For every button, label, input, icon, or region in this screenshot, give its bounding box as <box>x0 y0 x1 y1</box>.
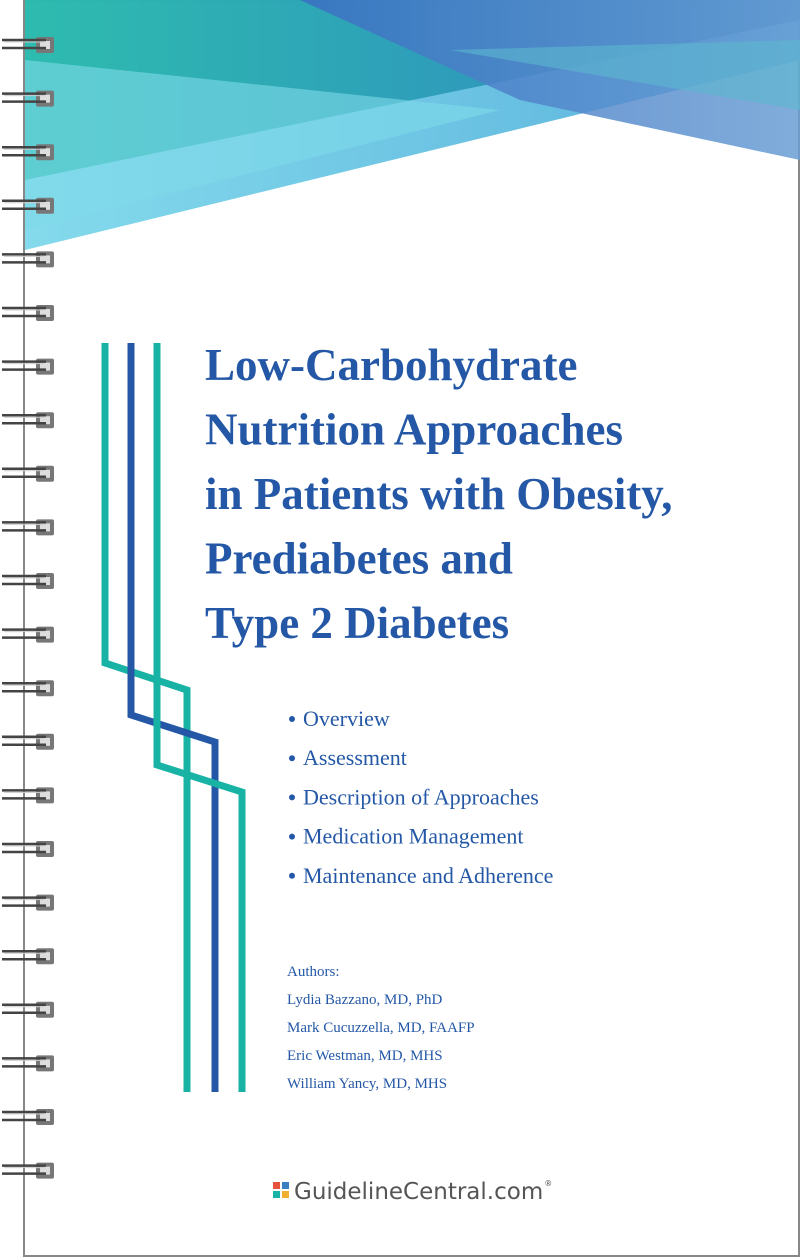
ring-hole-inner <box>40 1166 50 1175</box>
ring <box>2 92 46 103</box>
ring-hole-inner <box>40 416 50 425</box>
ring <box>2 842 46 854</box>
bullet <box>289 833 295 840</box>
topic: Maintenance and Adherence <box>303 863 553 888</box>
ring <box>2 574 46 586</box>
topic: Description of Approaches <box>303 784 539 809</box>
topic: Overview <box>303 706 390 731</box>
author: Mark Cucuzzella, MD, FAAFP <box>287 1020 475 1036</box>
title-line: Type 2 Diabetes <box>205 598 509 648</box>
ring-hole-inner <box>40 469 50 478</box>
ring <box>2 467 46 479</box>
ring <box>2 38 46 50</box>
ring-hole-inner <box>40 1059 50 1068</box>
ring <box>2 681 46 693</box>
author: Eric Westman, MD, MHS <box>287 1048 443 1064</box>
ring <box>2 1164 46 1175</box>
ring-hole-inner <box>40 737 50 746</box>
brand-logo: GuidelineCentral.com ® <box>273 1179 552 1205</box>
ring-hole-inner <box>40 684 50 693</box>
ring-hole-inner <box>40 94 50 103</box>
topic: Medication Management <box>303 824 524 849</box>
spiral-binding <box>2 37 54 1179</box>
ring <box>2 735 46 747</box>
ring-hole-inner <box>40 255 50 264</box>
author-list: Lydia Bazzano, MD, PhD Mark Cucuzzella, M… <box>287 992 475 1092</box>
ring <box>2 360 46 371</box>
ring-hole-inner <box>40 898 50 907</box>
author: William Yancy, MD, MHS <box>287 1076 447 1092</box>
ring-hole-inner <box>40 41 50 49</box>
title: Low-Carbohydrate Nutrition Approaches in P… <box>205 340 673 648</box>
ring <box>2 1110 46 1122</box>
ring <box>2 413 46 425</box>
ring-hole-inner <box>40 148 50 157</box>
ring-hole-inner <box>40 791 50 800</box>
ring <box>2 1003 46 1015</box>
ring <box>2 521 46 532</box>
brand-mark: ® <box>544 1179 552 1188</box>
authors-heading: Authors: <box>287 964 340 980</box>
ring <box>2 896 46 907</box>
bullet <box>289 794 295 801</box>
ring <box>2 306 46 318</box>
topic: Assessment <box>303 745 407 770</box>
title-line: Low-Carbohydrate <box>205 340 577 390</box>
ring-hole-inner <box>40 201 50 210</box>
ring-hole-inner <box>40 630 50 639</box>
topic-list: Overview Assessment Description of Approac… <box>289 706 553 888</box>
ring <box>2 949 46 961</box>
ring-hole-inner <box>40 309 50 317</box>
ring-hole-inner <box>40 362 50 371</box>
ring <box>2 199 46 211</box>
ring-hole-inner <box>40 1113 50 1121</box>
header-graphic <box>25 0 800 250</box>
brand-name: GuidelineCentral.com <box>294 1179 543 1205</box>
bullet <box>289 716 295 722</box>
ring <box>2 253 46 264</box>
title-line: in Patients with Obesity, <box>205 469 673 519</box>
ring <box>2 1057 46 1068</box>
author: Lydia Bazzano, MD, PhD <box>287 992 443 1008</box>
bullet <box>289 872 295 879</box>
ring-hole-inner <box>40 1005 50 1014</box>
ring <box>2 628 46 639</box>
title-line: Prediabetes and <box>205 534 513 584</box>
ring <box>2 145 46 157</box>
title-line: Nutrition Approaches <box>205 405 623 455</box>
bullet <box>289 755 295 762</box>
decorative-lines <box>101 343 246 1092</box>
ring-hole-inner <box>40 523 50 532</box>
ring-hole-inner <box>40 845 50 853</box>
ring-hole-inner <box>40 577 50 585</box>
ring <box>2 789 46 800</box>
ring-hole-inner <box>40 952 50 961</box>
